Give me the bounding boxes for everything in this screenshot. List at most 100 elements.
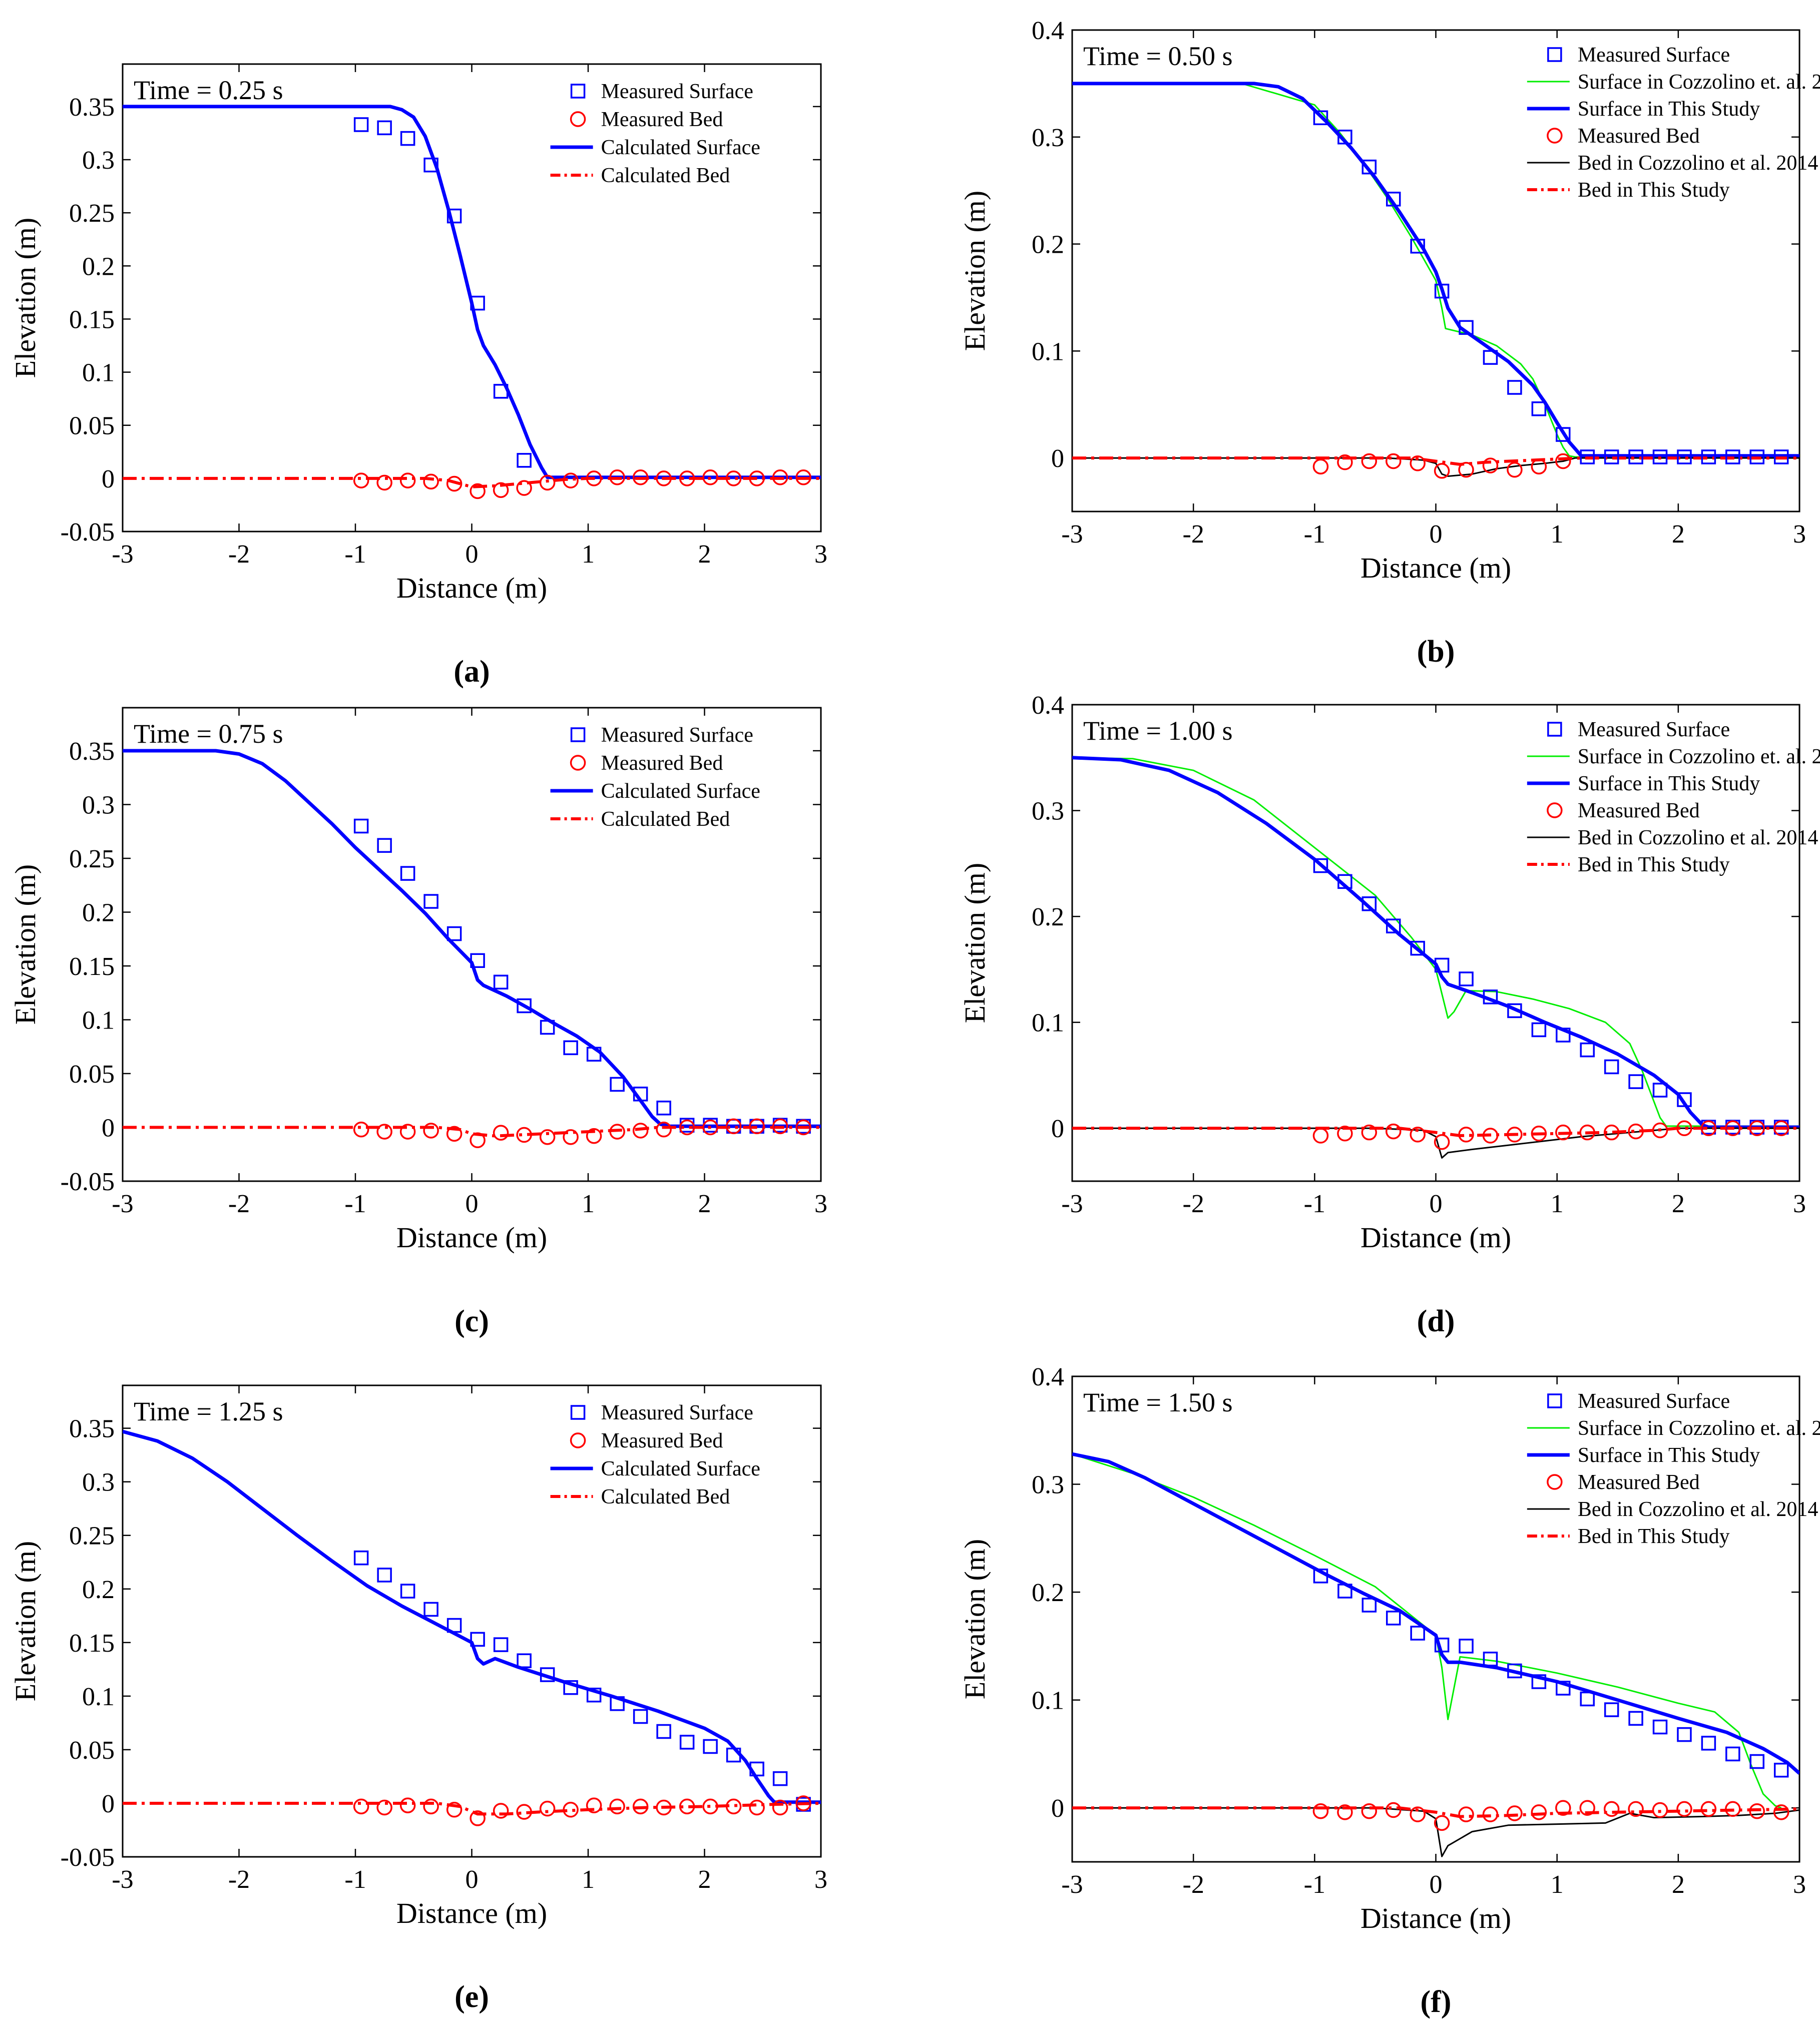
x-tick-label: -1 — [1304, 520, 1325, 549]
measured-surface-point — [1410, 940, 1425, 956]
measured-surface-point — [423, 894, 438, 909]
y-tick-label: 0.2 — [82, 252, 115, 281]
legend-label: Bed in This Study — [1578, 853, 1730, 876]
x-tick-label: -1 — [344, 1190, 366, 1218]
measured-surface-point — [563, 1680, 578, 1695]
series-line-5 — [1072, 1127, 1799, 1137]
measured-bed-point — [446, 1126, 463, 1142]
legend: Measured Surface Surface in Cozzolino et.… — [1527, 718, 1820, 876]
x-tick-label: -2 — [228, 1865, 250, 1894]
measured-surface-point — [446, 926, 462, 941]
legend-symbol-square — [570, 84, 586, 99]
chart-panel-a: -3 -2 -1 0 1 2 3 -0.05 0 0.05 0.1 0.15 0.2 0.25 0.3 0.3… — [9, 63, 827, 689]
measured-bed-point — [399, 1797, 416, 1813]
measured-surface-point — [493, 1637, 509, 1652]
measured-bed-point — [1361, 1803, 1378, 1819]
x-axis-label: Distance (m) — [1360, 552, 1511, 584]
measured-bed-point — [376, 1799, 392, 1816]
measured-surface-point — [377, 120, 392, 136]
measured-bed-point — [725, 1798, 742, 1815]
measured-bed-point — [423, 1123, 439, 1139]
x-tick-label: 0 — [1430, 1870, 1443, 1899]
measured-bed-point — [1725, 1801, 1741, 1817]
x-tick-label: -3 — [1061, 520, 1083, 549]
measured-bed-point — [493, 482, 509, 498]
y-tick-label: 0.3 — [1032, 797, 1064, 826]
measured-surface-point — [656, 1101, 671, 1116]
measured-bed-point — [772, 469, 788, 485]
measured-bed-point — [423, 473, 439, 489]
y-tick-label: 0.25 — [69, 1522, 115, 1551]
measured-bed-point — [539, 1129, 556, 1145]
measured-surface-point — [586, 1047, 602, 1062]
chart-panel-e: -3 -2 -1 0 1 2 3 -0.05 0 0.05 0.1 0.15 0.2 0.25 0.3 0.3… — [9, 1384, 827, 2014]
legend-label: Surface in This Study — [1578, 98, 1760, 121]
measured-surface-point — [586, 1687, 602, 1703]
time-label: Time = 1.25 s — [134, 1396, 283, 1426]
legend: Measured Surface Measured Bed Calculated S… — [550, 1401, 760, 1508]
y-tick-label: 0 — [1051, 444, 1064, 473]
measured-bed-point — [399, 472, 416, 488]
measured-surface-point — [1337, 874, 1352, 889]
measured-bed-point — [1555, 1800, 1571, 1816]
y-tick-label: 0.05 — [69, 1736, 115, 1765]
measured-bed-point — [399, 1124, 416, 1140]
plot-area — [123, 749, 821, 1149]
measured-surface-point — [1507, 1663, 1522, 1679]
measured-surface-point — [1361, 1598, 1377, 1613]
measured-bed-point — [725, 470, 742, 486]
measured-bed-point — [1628, 1801, 1644, 1817]
measured-surface-point — [400, 1584, 415, 1599]
measured-bed-point — [563, 1129, 579, 1145]
plot-frame — [122, 1384, 822, 1858]
x-tick-label: 0 — [466, 540, 479, 569]
measured-bed-point — [1579, 1124, 1595, 1141]
chart-panel-d: -3 -2 -1 0 1 2 3 0 0.1 0.2 0.3 0.4 Distance (m) Eleva… — [959, 691, 1820, 1338]
x-tick-label: -2 — [228, 540, 250, 569]
y-tick-label: 0.1 — [1032, 1687, 1064, 1715]
measured-bed-point — [725, 1118, 742, 1135]
legend-label: Bed in Cozzolino et al. 2014 — [1578, 826, 1818, 849]
measured-bed-point — [679, 1798, 695, 1815]
series-line-2 — [123, 1429, 821, 1804]
legend: Measured Surface Measured Bed Calculated S… — [550, 80, 760, 187]
measured-bed-point — [1312, 458, 1329, 474]
measured-surface-point — [1677, 449, 1692, 464]
x-tick-label: 3 — [814, 540, 827, 569]
legend-symbol-square — [570, 1405, 586, 1420]
y-tick-label: 0.05 — [69, 1060, 115, 1089]
x-tick-label: 0 — [466, 1865, 479, 1894]
panel-caption: (c) — [454, 1304, 489, 1338]
y-tick-label: 0.35 — [69, 737, 115, 766]
measured-bed-point — [679, 1119, 695, 1136]
y-axis-label: Elevation (m) — [959, 1539, 991, 1700]
x-tick-label: -3 — [1061, 1870, 1083, 1899]
measured-surface-point — [1313, 110, 1328, 126]
measured-surface-point — [703, 1739, 718, 1754]
measured-bed-point — [656, 1122, 672, 1138]
measured-bed-point — [1337, 1804, 1353, 1820]
measured-bed-point — [1531, 1126, 1547, 1142]
x-tick-label: 1 — [1551, 520, 1564, 549]
series-line-4 — [1072, 1807, 1799, 1857]
measured-bed-point — [632, 1123, 649, 1139]
y-tick-label: 0.1 — [82, 359, 115, 387]
legend-label: Bed in Cozzolino et al. 2014 — [1578, 152, 1818, 175]
measured-bed-point — [1773, 1804, 1789, 1820]
series-line-2 — [1072, 1452, 1799, 1775]
measured-bed-point — [1700, 1801, 1717, 1817]
measured-bed-point — [586, 470, 602, 486]
y-tick-label: 0.25 — [69, 199, 115, 228]
measured-surface-point — [1604, 1702, 1619, 1717]
measured-surface-point — [446, 1618, 462, 1633]
panel-caption: (b) — [1417, 635, 1455, 669]
x-tick-label: -1 — [1304, 1190, 1325, 1218]
legend-symbol-square — [1547, 722, 1562, 737]
measured-surface-point — [1459, 1639, 1474, 1654]
x-tick-label: 3 — [814, 1190, 827, 1218]
measured-surface-point — [470, 1632, 485, 1647]
measured-bed-point — [1555, 453, 1571, 469]
x-tick-label: 1 — [582, 1190, 595, 1218]
legend-label: Bed in Cozzolino et al. 2014 — [1578, 1498, 1818, 1521]
legend-symbol-circle — [570, 111, 586, 127]
